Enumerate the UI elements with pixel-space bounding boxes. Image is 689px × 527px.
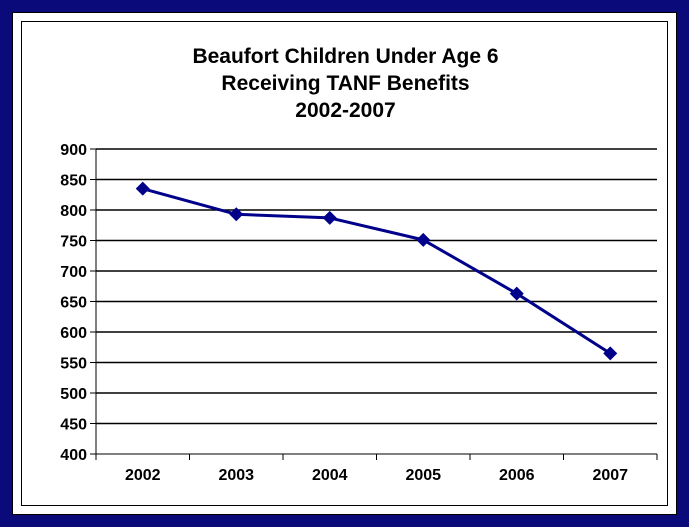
x-tick-label: 2005 <box>405 467 441 484</box>
data-point <box>603 346 618 361</box>
data-point <box>135 181 150 196</box>
y-tick-label: 750 <box>60 234 87 251</box>
line-chart: 400 450 500 550 600 650 700 750 800 850 900 2002 200… <box>60 142 658 484</box>
x-tick-label: 2007 <box>592 467 628 484</box>
x-tick-label: 2006 <box>499 467 535 484</box>
chart-area-border <box>21 21 668 506</box>
chart-panel: Beaufort Children Under Age 6 Receiving … <box>12 12 677 515</box>
y-tick-label: 650 <box>60 295 87 312</box>
y-tick-label: 700 <box>60 264 87 281</box>
y-tick-label: 850 <box>60 173 87 190</box>
series-line <box>142 187 612 355</box>
y-tick-label: 550 <box>60 356 87 373</box>
x-tick-label: 2003 <box>218 467 254 484</box>
y-tick-label: 500 <box>60 386 87 403</box>
x-tick-label: 2002 <box>125 467 161 484</box>
data-point <box>416 232 431 247</box>
x-tick-label: 2004 <box>312 467 348 484</box>
y-tick-label: 800 <box>60 203 87 220</box>
data-point <box>229 207 244 222</box>
chart-title-line-2: Receiving TANF Benefits <box>221 72 470 95</box>
y-tick-label: 400 <box>60 447 87 464</box>
y-tick-label: 900 <box>60 142 87 159</box>
chart-title: Beaufort Children Under Age 6 Receiving … <box>13 43 678 124</box>
data-point <box>322 210 337 225</box>
chart-title-line-1: Beaufort Children Under Age 6 <box>192 45 499 68</box>
y-tick-label: 450 <box>60 417 87 434</box>
chart-title-line-3: 2002-2007 <box>295 99 396 122</box>
y-tick-label: 600 <box>60 325 87 342</box>
data-point <box>509 286 524 301</box>
